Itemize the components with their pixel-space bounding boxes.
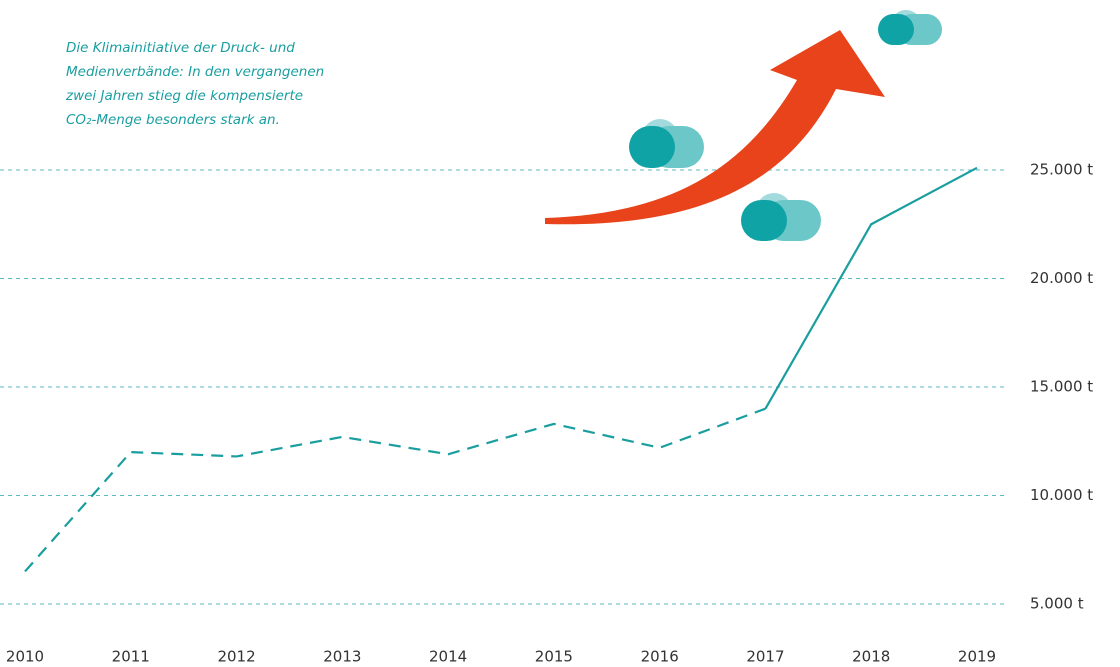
annotation: Die Klimainitiative der Druck- und Medie… xyxy=(65,40,324,128)
y-tick-label: 5.000 t xyxy=(1030,595,1084,613)
annotation-line: Die Klimainitiative der Druck- und xyxy=(66,40,295,56)
x-tick-label: 2011 xyxy=(112,648,150,666)
rising-arrow xyxy=(545,30,885,225)
cloud xyxy=(741,193,821,241)
x-tick-label: 2016 xyxy=(641,648,679,666)
x-tick-label: 2015 xyxy=(535,648,573,666)
x-tick-label: 2019 xyxy=(958,648,996,666)
x-tick-label: 2017 xyxy=(746,648,784,666)
x-tick-label: 2014 xyxy=(429,648,467,666)
y-tick-label: 10.000 t xyxy=(1030,486,1093,504)
x-tick-label: 2018 xyxy=(852,648,890,666)
x-tick-label: 2012 xyxy=(217,648,255,666)
y-tick-label: 25.000 t xyxy=(1030,161,1093,179)
x-tick-label: 2010 xyxy=(6,648,44,666)
cloud xyxy=(629,119,704,168)
cloud xyxy=(878,10,942,45)
annotation-line: Medienverbände: In den vergangenen xyxy=(66,64,324,80)
annotation-line: CO₂-Menge besonders stark an. xyxy=(66,112,280,128)
line-dashed xyxy=(24,407,766,573)
y-tick-label: 15.000 t xyxy=(1030,378,1093,396)
line-solid xyxy=(764,166,978,410)
y-tick-label: 20.000 t xyxy=(1030,269,1093,287)
annotation-line: zwei Jahren stieg die kompensierte xyxy=(65,88,303,104)
x-tick-label: 2013 xyxy=(323,648,361,666)
